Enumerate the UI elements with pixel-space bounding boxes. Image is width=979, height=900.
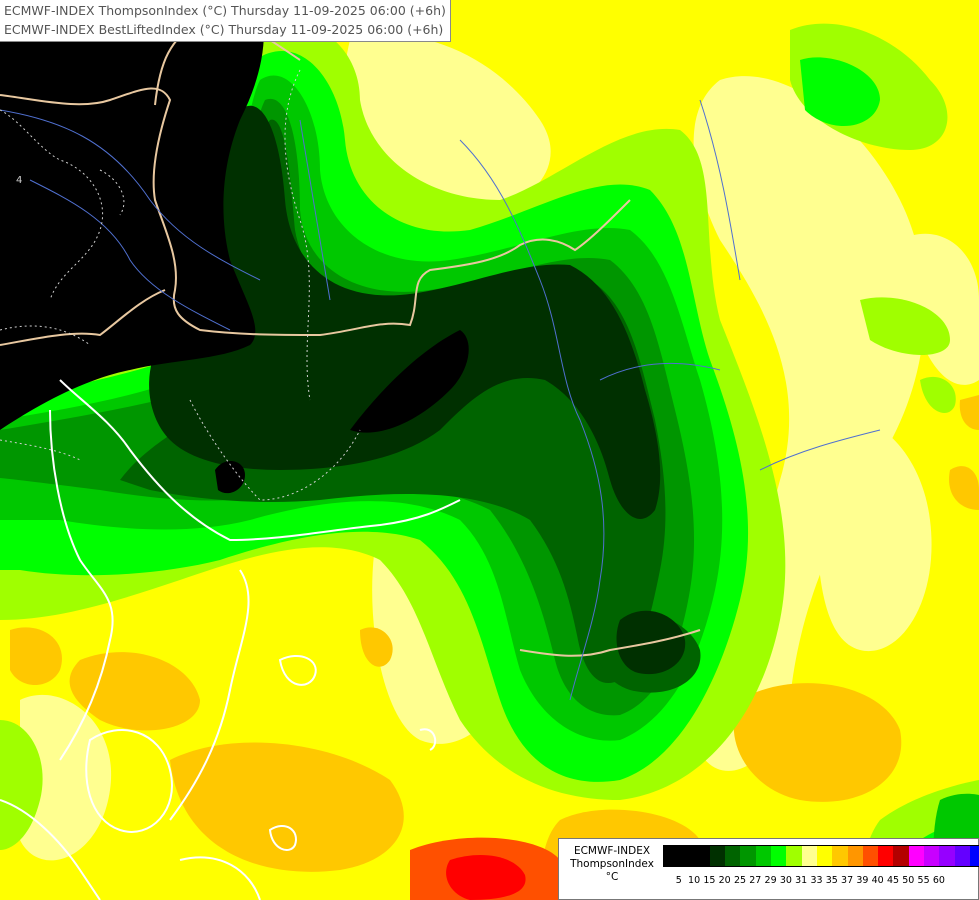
legend-title-model: ECMWF-INDEX bbox=[573, 845, 651, 857]
legend-swatch bbox=[893, 846, 909, 866]
legend-swatch bbox=[740, 846, 756, 866]
legend-swatch bbox=[786, 846, 802, 866]
contour-label: 4 bbox=[16, 175, 22, 186]
legend-tick-label: 55 bbox=[917, 875, 930, 886]
legend-swatch bbox=[847, 846, 863, 866]
rivers bbox=[0, 99, 881, 701]
legend-swatch bbox=[801, 846, 817, 866]
legend-tick-label: 45 bbox=[886, 875, 900, 886]
legend-tick-label: 20 bbox=[718, 875, 731, 886]
legend-swatch bbox=[709, 846, 726, 866]
legend-tick-label: 39 bbox=[856, 875, 869, 886]
legend-swatch bbox=[862, 846, 879, 866]
lifted-index-contours bbox=[0, 379, 461, 900]
legend-tick-label: 10 bbox=[688, 875, 701, 886]
legend-swatch bbox=[679, 846, 695, 866]
legend-swatch bbox=[924, 846, 940, 866]
legend-tick-label: 27 bbox=[749, 875, 762, 886]
legend-tick-label: 15 bbox=[703, 875, 716, 886]
legend-swatch bbox=[969, 846, 979, 866]
legend-swatch bbox=[832, 846, 848, 866]
legend-tick-label: 33 bbox=[810, 875, 823, 886]
legend-tick-label: 31 bbox=[795, 875, 808, 886]
legend-tick-label: 25 bbox=[733, 875, 747, 886]
dotted-contours bbox=[0, 69, 361, 501]
legend-swatch bbox=[664, 846, 680, 866]
legend-tick-label: 29 bbox=[764, 875, 777, 886]
color-legend: ECMWF-INDEX ThompsonIndex °C 5 10 15 20 25 27… bbox=[558, 838, 979, 900]
legend-tick-label: 40 bbox=[871, 875, 884, 886]
legend-swatch bbox=[939, 846, 955, 866]
legend-tick-label: 60 bbox=[932, 875, 945, 886]
legend-title-index: ThompsonIndex bbox=[570, 858, 654, 870]
legend-swatches bbox=[663, 845, 979, 867]
legend-swatch bbox=[755, 846, 772, 866]
legend-tick-label: 35 bbox=[825, 875, 838, 886]
legend-swatch bbox=[878, 846, 894, 866]
legend-swatch bbox=[816, 846, 833, 866]
field-red bbox=[410, 837, 560, 900]
legend-tick-label: 5 bbox=[675, 875, 682, 886]
map-title-box: ECMWF-INDEX ThompsonIndex (°C) Thursday … bbox=[0, 0, 451, 42]
title-best-lifted-index: ECMWF-INDEX BestLiftedIndex (°C) Thursda… bbox=[4, 22, 444, 37]
legend-swatch bbox=[908, 846, 925, 866]
legend-tick-label: 30 bbox=[779, 875, 792, 886]
legend-swatch bbox=[725, 846, 741, 866]
legend-title: ECMWF-INDEX ThompsonIndex °C bbox=[561, 845, 663, 884]
legend-swatch bbox=[771, 846, 787, 866]
legend-tick-label: 50 bbox=[902, 875, 915, 886]
legend-swatch bbox=[694, 846, 710, 866]
title-thompson-index: ECMWF-INDEX ThompsonIndex (°C) Thursday … bbox=[4, 3, 446, 18]
legend-tick-label: 37 bbox=[841, 875, 854, 886]
legend-title-unit: °C bbox=[605, 871, 619, 883]
legend-swatch bbox=[954, 846, 970, 866]
field-black bbox=[0, 0, 469, 494]
